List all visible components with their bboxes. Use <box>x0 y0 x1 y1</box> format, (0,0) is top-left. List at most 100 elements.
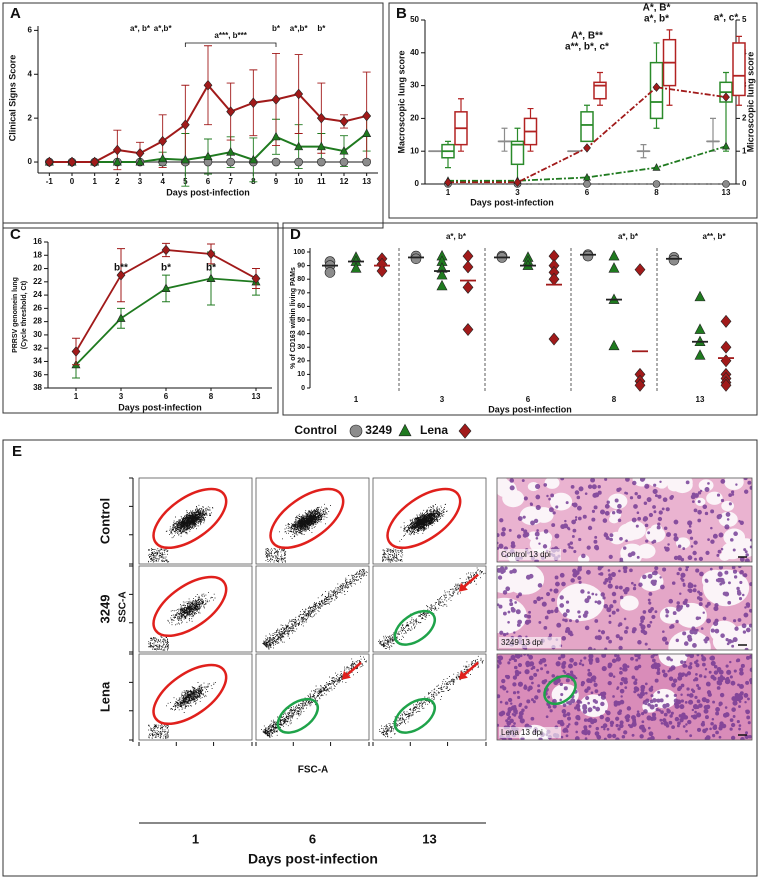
y-tick-label: 50 <box>410 15 419 24</box>
y-tick-label: 70 <box>297 290 305 297</box>
y-tick-label: 20 <box>33 264 42 273</box>
marker <box>362 128 372 138</box>
annotation: a***, b*** <box>214 31 247 40</box>
flow-dots <box>378 567 486 650</box>
y-tick-label: 30 <box>410 81 419 90</box>
y2-tick-label: 0 <box>742 179 747 188</box>
marker <box>548 272 560 286</box>
marker <box>158 153 168 163</box>
x-tick-label: 3 <box>440 395 445 404</box>
marker <box>271 94 281 105</box>
marker <box>720 354 732 368</box>
x-tick-label: 8 <box>209 392 214 401</box>
panel-frame <box>2 222 279 414</box>
histology <box>497 566 752 650</box>
x-tick-label: 9 <box>274 177 279 186</box>
marker <box>652 82 661 92</box>
marker <box>362 157 371 167</box>
marker <box>436 279 448 291</box>
marker <box>652 163 661 171</box>
marker <box>294 157 303 167</box>
panel-label: C <box>10 226 21 243</box>
legend-marker <box>458 423 472 439</box>
arrow <box>462 661 479 677</box>
marker <box>339 116 349 127</box>
bracket <box>184 42 277 47</box>
x-axis-label: Days post-infection <box>118 402 202 412</box>
marker <box>135 147 145 159</box>
marker <box>135 156 145 166</box>
flow-plot <box>255 565 370 653</box>
marker <box>608 262 620 273</box>
marker <box>376 264 388 278</box>
y-axis-label: Clinical Signs Score <box>7 55 17 142</box>
x-tick-label: 7 <box>228 177 233 186</box>
whisker <box>640 151 647 159</box>
x-tick-label: 1 <box>74 392 79 401</box>
marker <box>248 154 258 164</box>
y-axis-label: Macroscopic lung score <box>396 50 406 153</box>
y-tick-label: 6 <box>28 25 33 34</box>
marker <box>71 346 81 357</box>
marker <box>634 263 646 277</box>
column-label: 13 <box>422 831 436 846</box>
whisker <box>736 95 742 106</box>
marker <box>444 177 452 188</box>
y2-axis-label: Microscopic lung score <box>745 52 755 153</box>
whisker <box>597 71 603 83</box>
marker <box>44 156 54 168</box>
annotation: b* <box>206 263 216 274</box>
marker <box>583 180 591 188</box>
caption-bg <box>499 727 561 738</box>
nuclei <box>497 566 752 650</box>
y-tick-label: 20 <box>297 358 305 365</box>
marker <box>694 323 706 334</box>
y-tick-label: 20 <box>410 114 419 123</box>
legend-marker <box>349 424 363 438</box>
marker <box>271 131 281 141</box>
x-tick-label: 4 <box>160 177 165 186</box>
marker <box>112 144 122 156</box>
y-tick-label: 80 <box>297 276 305 283</box>
marker <box>339 146 349 155</box>
x-tick-label: 6 <box>585 188 590 197</box>
legend-label: Control <box>294 423 337 437</box>
annotation: a*,b* <box>154 24 173 33</box>
panel-label: E <box>12 443 22 460</box>
y-tick-label: 24 <box>33 290 42 299</box>
marker <box>226 147 236 156</box>
marker <box>462 260 474 274</box>
gate <box>393 609 436 646</box>
panel-frame <box>2 2 384 229</box>
image-frame <box>496 653 753 741</box>
image-frame <box>496 477 753 563</box>
y-axis-label: % of CD163 within living PAMs <box>290 267 297 369</box>
gate <box>393 697 436 734</box>
series-line <box>448 145 727 182</box>
whisker <box>514 127 521 142</box>
marker <box>161 244 171 256</box>
flow-dots <box>379 655 484 739</box>
y-tick-label: 0 <box>301 385 305 392</box>
marker <box>720 378 732 392</box>
marker <box>722 141 730 150</box>
whisker <box>501 127 508 142</box>
marker <box>583 143 591 153</box>
marker <box>324 267 336 278</box>
box <box>580 111 594 143</box>
alveoli <box>497 566 752 650</box>
y-axis-label: PRRSV genomein lung <box>12 277 19 353</box>
x-axis-label: Days post-infection <box>470 197 554 207</box>
y-tick-label: 26 <box>33 303 42 312</box>
arrow <box>345 661 362 677</box>
x-tick-label: 6 <box>526 395 531 404</box>
marker <box>694 349 706 360</box>
x-tick-label: 3 <box>138 177 143 186</box>
panel-label: A <box>10 5 21 22</box>
annotation: b* <box>317 24 326 33</box>
y-tick-label: 30 <box>33 330 42 339</box>
y2-tick-label: 1 <box>742 146 747 155</box>
marker <box>722 180 730 188</box>
y-tick-label: 90 <box>297 262 305 269</box>
marker <box>462 323 474 336</box>
